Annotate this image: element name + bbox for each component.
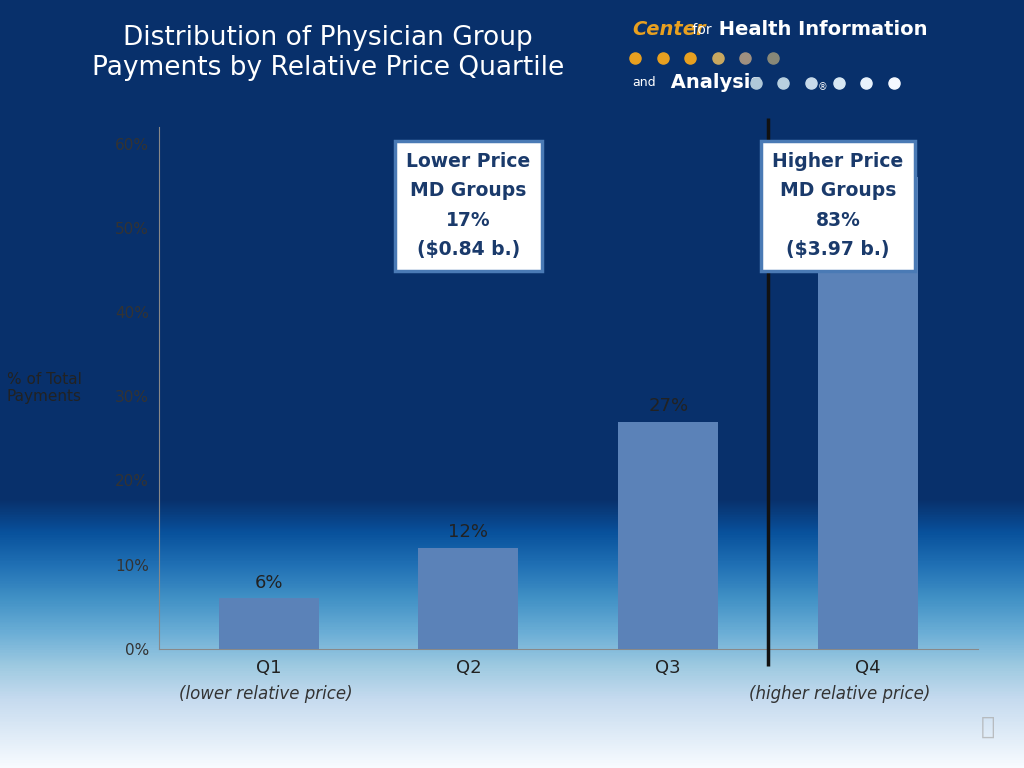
Text: % of Total
Payments: % of Total Payments <box>6 372 82 404</box>
Text: 56%: 56% <box>848 153 888 170</box>
Text: Higher Price
MD Groups
83%
($3.97 b.): Higher Price MD Groups 83% ($3.97 b.) <box>772 152 904 260</box>
Text: ®: ® <box>817 82 827 92</box>
Text: Health Information: Health Information <box>712 20 927 39</box>
Bar <box>618 422 718 649</box>
Text: Center: Center <box>632 20 706 39</box>
Text: 27%: 27% <box>648 397 688 415</box>
Bar <box>818 177 918 649</box>
Text: Distribution of Physician Group
Payments by Relative Price Quartile: Distribution of Physician Group Payments… <box>91 25 564 81</box>
Text: and: and <box>632 76 655 89</box>
Bar <box>419 548 518 649</box>
Text: 12%: 12% <box>449 523 488 541</box>
Text: Analysis: Analysis <box>664 73 762 92</box>
Text: 6%: 6% <box>254 574 283 591</box>
Text: for: for <box>688 23 712 37</box>
Bar <box>219 598 318 649</box>
Text: (lower relative price): (lower relative price) <box>179 685 353 703</box>
Text: (higher relative price): (higher relative price) <box>749 685 931 703</box>
Text: 🔊: 🔊 <box>981 714 995 738</box>
Text: Lower Price
MD Groups
17%
($0.84 b.): Lower Price MD Groups 17% ($0.84 b.) <box>407 152 530 260</box>
